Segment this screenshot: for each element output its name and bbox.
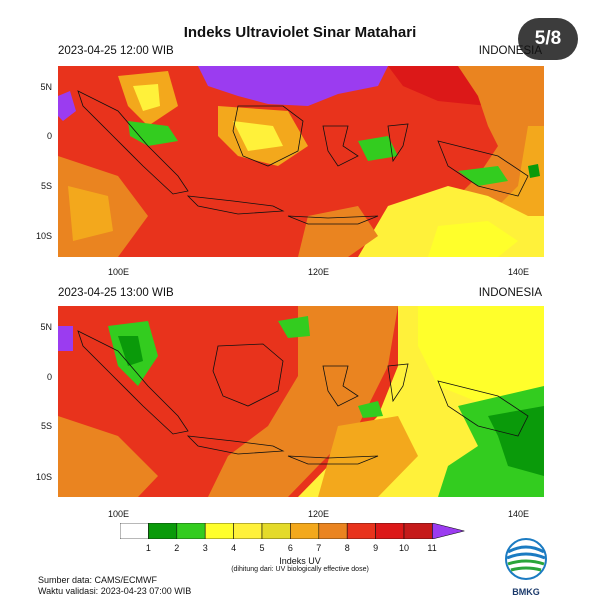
panel-2-lon-tick-100e: 100E (108, 509, 130, 519)
panel-1-lon-tick-120e: 120E (308, 267, 330, 277)
colorbar-swatch (403, 523, 433, 539)
colorbar-subtitle: (dihitung dari: UV biologically effectiv… (231, 566, 369, 573)
colorbar-level-label: 11 (427, 543, 437, 553)
colorbar-level-label: 1 (145, 543, 151, 553)
colorbar-level-label: 10 (399, 543, 410, 553)
bmkg-logo-icon (505, 538, 547, 580)
colorbar-swatch (346, 523, 376, 539)
panel-2-lat-tick-5n: 5N (40, 322, 52, 332)
panel-1-lat-tick-0: 0 (46, 131, 52, 141)
colorbar-title: Indeks UV (279, 556, 321, 566)
colorbar-swatch (318, 523, 348, 539)
panel-2-lat-tick-5s: 5S (40, 421, 52, 431)
slide-counter-badge[interactable]: 5/8 (518, 18, 578, 60)
panel-1-lon-tick-100e: 100E (108, 267, 130, 277)
panel-1-timestamp: 2023-04-25 12:00 WIB (58, 45, 174, 57)
colorbar-level-label: 6 (287, 543, 293, 553)
panel-2-lat-tick-10s: 10S (35, 472, 52, 482)
colorbar-swatch (204, 523, 234, 539)
bmkg-logo-text: BMKG (512, 587, 540, 597)
colorbar-level-label: 7 (316, 543, 322, 553)
uv-map-panel-1 (58, 66, 544, 257)
bmkg-logo: BMKG (498, 536, 554, 598)
panel-2-timestamp: 2023-04-25 13:00 WIB (58, 287, 174, 299)
panel-1-lon-tick-140e: 140E (508, 267, 530, 277)
colorbar-swatch (176, 523, 206, 539)
colorbar-swatch (261, 523, 291, 539)
colorbar-swatch (120, 523, 149, 539)
panel-1-lat-tick-5s: 5S (40, 181, 52, 191)
colorbar-swatch (233, 523, 263, 539)
colorbar-level-label: 3 (202, 543, 208, 553)
colorbar-swatch (148, 523, 178, 539)
chart-title: Indeks Ultraviolet Sinar Matahari (183, 24, 417, 41)
panel-2-region-label: INDONESIA (478, 287, 542, 299)
colorbar-level-label: 9 (373, 543, 379, 553)
colorbar-overflow-triangle (432, 523, 465, 539)
colorbar-level-label: 4 (231, 543, 237, 553)
panel-1-lat-tick-5n: 5N (40, 82, 52, 92)
panel-2-lon-tick-120e: 120E (308, 509, 330, 519)
uv-map-panel-2 (58, 306, 544, 497)
data-source-note: Sumber data: CAMS/ECMWF (38, 575, 158, 585)
colorbar-swatch (375, 523, 405, 539)
uv-index-colorbar (120, 523, 465, 539)
colorbar-swatch (290, 523, 320, 539)
colorbar-level-label: 8 (344, 543, 350, 553)
panel-2-lon-tick-140e: 140E (508, 509, 530, 519)
colorbar-level-label: 5 (259, 543, 265, 553)
validity-time-note: Waktu validasi: 2023-04-23 07:00 WIB (38, 586, 192, 596)
colorbar-level-label: 2 (174, 543, 180, 553)
panel-1-region-label: INDONESIA (478, 45, 542, 57)
panel-1-lat-tick-10s: 10S (35, 231, 52, 241)
panel-2-lat-tick-0: 0 (46, 372, 52, 382)
